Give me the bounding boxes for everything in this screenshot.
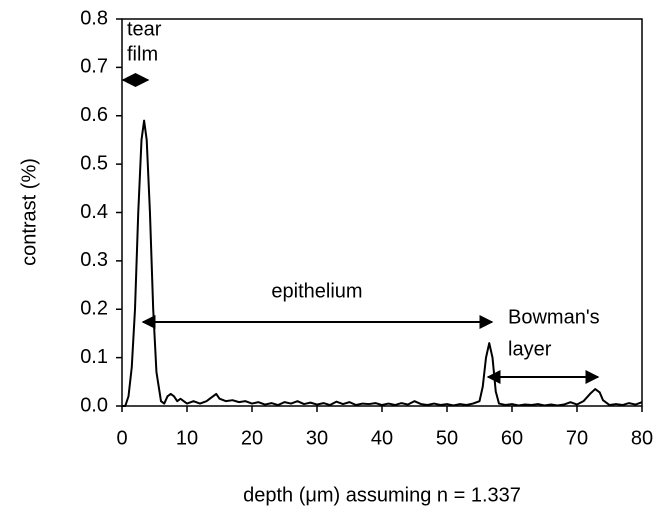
x-tick-label: 40 [371,427,393,449]
x-axis-label: depth (μm) assuming n = 1.337 [243,484,521,506]
x-tick-label: 0 [116,427,127,449]
x-tick-label: 30 [306,427,328,449]
x-tick-label: 80 [631,427,653,449]
y-tick-label: 0.5 [80,152,108,174]
y-tick-label: 0.2 [80,298,108,320]
y-tick-label: 0.1 [80,346,108,368]
y-tick-label: 0.0 [80,394,108,416]
x-tick-label: 50 [436,427,458,449]
x-tick-label: 70 [566,427,588,449]
x-tick-label: 20 [241,427,263,449]
y-tick-label: 0.7 [80,56,108,78]
y-axis-label: contrast (%) [18,158,40,266]
annotation: film [127,43,158,65]
y-tick-label: 0.6 [80,104,108,126]
y-tick-label: 0.3 [80,249,108,271]
annotation: layer [508,338,552,360]
x-tick-label: 10 [176,427,198,449]
annotation: epithelium [271,280,362,302]
annotation: tear [127,18,162,40]
y-tick-label: 0.8 [80,7,108,29]
plot-frame [121,18,643,407]
y-tick-label: 0.4 [80,201,108,223]
x-tick-label: 60 [501,427,523,449]
annotation: Bowman's [508,306,600,328]
data-line [122,119,643,407]
